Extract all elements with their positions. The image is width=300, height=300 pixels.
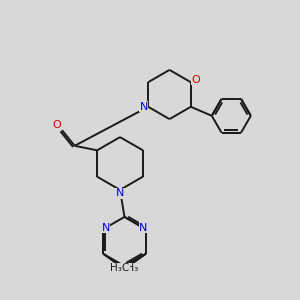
Text: H₃C: H₃C	[110, 263, 129, 273]
Text: N: N	[140, 102, 148, 112]
Text: N: N	[116, 188, 124, 199]
Text: O: O	[52, 120, 61, 130]
Text: N: N	[139, 223, 148, 233]
Text: N: N	[101, 223, 110, 233]
Text: O: O	[192, 75, 201, 85]
Text: CH₃: CH₃	[120, 263, 139, 273]
